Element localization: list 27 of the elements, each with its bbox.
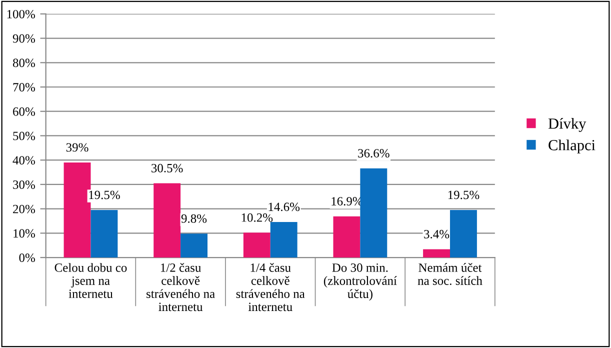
data-label: 9.8%	[181, 214, 207, 223]
data-label: 39%	[66, 143, 88, 152]
data-label: 10.2%	[242, 213, 273, 222]
x-tick-label: 1/2 času celkově stráveného na internetu	[146, 263, 215, 312]
y-tick-label: 90%	[12, 34, 35, 43]
legend-label: Chlapci	[548, 140, 596, 154]
y-tick-label: 60%	[13, 107, 35, 116]
data-label: 36.6%	[358, 149, 390, 158]
data-label: 14.6%	[268, 202, 300, 212]
y-tick-label: 0%	[19, 254, 35, 262]
x-tick-label: Do 30 min. (zkontrolování účtu)	[324, 263, 397, 301]
x-tick-label: Nemám účet na soc. sítích	[418, 263, 482, 285]
data-label: 19.5%	[89, 190, 120, 200]
data-label: 30.5%	[152, 164, 183, 172]
data-label: 19.5%	[448, 190, 480, 200]
y-tick-label: 30%	[13, 180, 35, 189]
y-tick-label: 50%	[13, 132, 35, 140]
y-tick-label: 40%	[12, 156, 35, 165]
y-tick-label: 10%	[14, 229, 35, 238]
y-tick-label: 100%	[7, 10, 35, 18]
y-tick-label: 70%	[13, 83, 35, 92]
y-tick-label: 80%	[12, 58, 35, 68]
x-tick-label: 1/4 času celkově stráveného na internetu	[236, 263, 305, 312]
x-tick-label: Celou dobu co jsem na internetu	[54, 263, 127, 298]
data-label: 3.4%	[424, 230, 450, 238]
legend-label: Dívky	[548, 118, 586, 132]
y-tick-label: 20%	[13, 204, 35, 214]
